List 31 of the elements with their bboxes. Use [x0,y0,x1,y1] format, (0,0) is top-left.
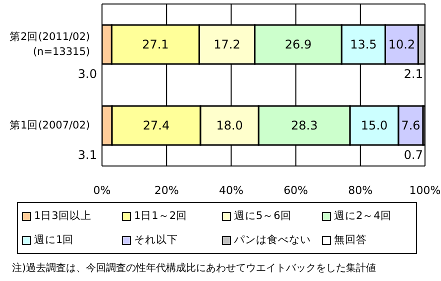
legend-label: 週に2～4回 [334,209,392,223]
y-tick-label: 第1回(2007/02) [10,120,90,132]
x-tick-label: 100% [409,184,441,197]
legend-label: 1日1～2回 [134,209,188,223]
legend-label: 無回答 [334,233,367,247]
legend-label: 週に1回 [34,233,74,247]
x-tick-label: 0% [93,184,111,197]
data-label: 13.5 [350,38,377,52]
data-label: 26.9 [284,38,312,52]
text: 注)過去調査は、今回調査の性年代構成比にあわせてウエイトバックをした集計値 [12,262,376,275]
data-label: 0.7 [404,148,423,162]
x-tick-label: 80% [348,184,373,197]
data-label: 7.6 [401,118,420,133]
data-label: 3.1 [78,148,97,162]
data-label: 3.0 [78,67,97,82]
x-tick-label: 60% [284,184,308,197]
x-tick-label: 20% [154,184,179,197]
data-label: 18.0 [216,118,243,133]
data-label: 2.1 [404,67,423,82]
data-label: 10.2 [388,38,416,52]
legend-label: 週に5～6回 [234,209,292,223]
data-label: 17.2 [214,38,240,52]
legend-label: パンは食べない [234,233,311,247]
data-label: 15.0 [360,118,388,133]
data-label: 27.4 [142,118,170,133]
x-tick-label: 40% [218,184,244,197]
y-tick-label: 第2回(2011/02) (n=13315) [10,31,90,58]
data-label: 28.3 [291,118,318,133]
legend-label: 1日3回以上 [34,209,92,223]
data-label: 27.1 [142,38,169,52]
legend-label: それ以下 [134,233,178,247]
